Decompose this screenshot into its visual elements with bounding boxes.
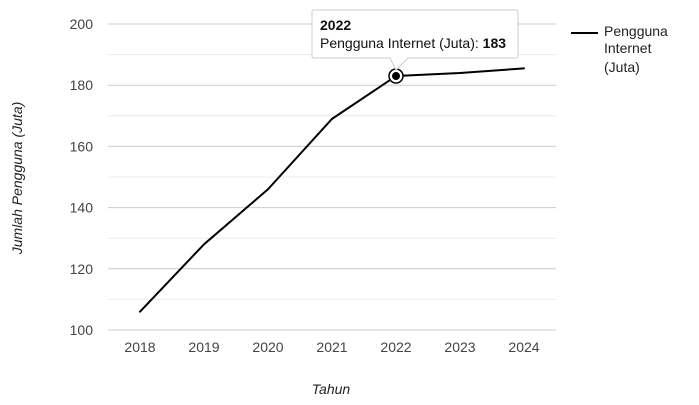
series-line <box>139 67 525 313</box>
data-point <box>266 187 270 191</box>
tooltip-title: 2022 <box>320 17 351 33</box>
legend[interactable]: Pengguna Internet (Juta) <box>571 23 668 75</box>
y-tick-label: 200 <box>70 16 94 32</box>
tooltip-box <box>311 9 519 71</box>
legend-label-line-2: Internet <box>604 40 652 56</box>
data-point <box>522 66 526 70</box>
x-tick-label: 2019 <box>188 339 219 355</box>
x-tick-label: 2022 <box>380 339 411 355</box>
y-tick-label: 120 <box>70 261 94 277</box>
y-tick-label: 180 <box>70 77 94 93</box>
highlight-point <box>392 72 400 81</box>
series-layer <box>138 66 526 314</box>
tooltip-text: Pengguna Internet (Juta): 183 <box>320 35 506 51</box>
data-point <box>330 117 334 121</box>
x-tick-label: 2020 <box>252 339 283 355</box>
legend-label-line-1: Pengguna <box>604 23 668 39</box>
x-tick-label: 2021 <box>316 339 347 355</box>
y-tick-label: 100 <box>70 322 94 338</box>
tooltip-series-label: Pengguna Internet (Juta): <box>320 35 483 51</box>
tooltip: 2022 Pengguna Internet (Juta): 183 <box>311 9 519 71</box>
y-tick-label: 160 <box>70 138 94 154</box>
x-tick-label: 2023 <box>444 339 475 355</box>
x-tick-label: 2024 <box>508 339 539 355</box>
x-axis-ticks: 2018 2019 2020 2021 2022 2023 2024 <box>124 339 539 355</box>
y-axis-ticks: 100 120 140 160 180 200 <box>70 16 94 338</box>
y-tick-label: 140 <box>70 200 94 216</box>
data-point <box>138 310 142 314</box>
data-point <box>202 242 206 246</box>
legend-label-line-3: (Juta) <box>604 59 640 75</box>
x-tick-label: 2018 <box>124 339 155 355</box>
x-axis-title: Tahun <box>312 381 351 397</box>
data-point <box>458 71 462 75</box>
tooltip-value: 183 <box>483 35 507 51</box>
y-axis-title: Jumlah Pengguna (Juta) <box>9 102 25 256</box>
